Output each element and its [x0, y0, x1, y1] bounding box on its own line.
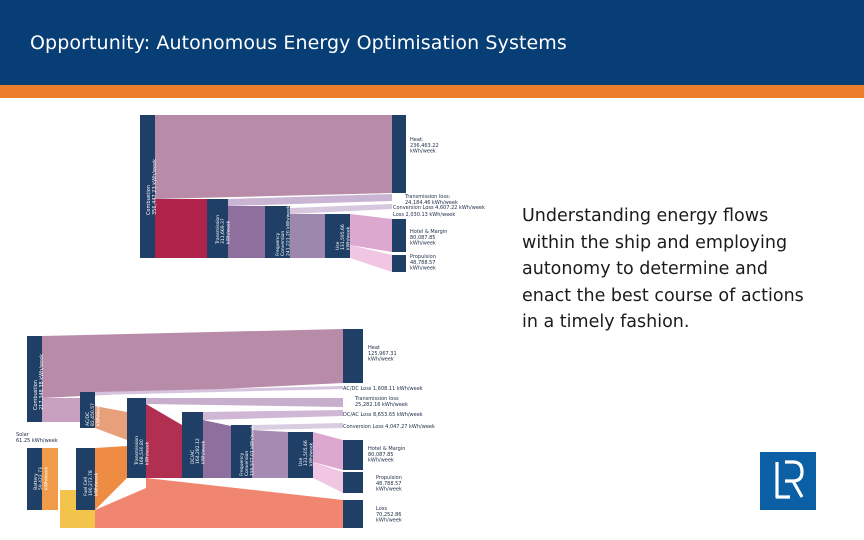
flow-use-propulsion-1 — [350, 245, 392, 272]
node-hotel-2 — [343, 440, 363, 470]
node-label-transmission-2: Transmission168,530.80kWh/week — [134, 436, 150, 466]
flow-conversion-loss-2 — [252, 423, 343, 430]
flow-acdc-transmission-2 — [95, 406, 127, 440]
node-battery-2 — [27, 448, 42, 510]
node-label-frequency-2: FrequencyConversion155,577.01 kWh/week — [239, 425, 255, 476]
sankey-diagram-2: Combustion217,348.38 kWh/week AC/DC82,45… — [16, 329, 435, 528]
flow-conversion-loss-1 — [290, 204, 392, 214]
accent-bar — [0, 85, 864, 98]
node-label-dcac-2: DC/AC164,282.12kWh/week — [190, 438, 206, 464]
output-label-transmission-loss-2: Transmission loss 25,282.16 kWh/week — [354, 396, 408, 408]
output-label-propulsion-2: Propulsion 48,788.57 kWh/week — [376, 475, 402, 493]
node-combustion-2 — [27, 336, 42, 422]
flow-acdc-loss-2 — [95, 386, 343, 395]
output-label-acdc-loss-2: AC/DC Loss 1,608.11 kWh/week — [343, 386, 423, 392]
flow-heat-2 — [42, 329, 343, 398]
flow-loss-2 — [95, 478, 343, 528]
node-label-transmission-1: Transmission311,669.37kWh/week — [215, 215, 231, 245]
lr-logo — [760, 452, 816, 510]
flow-frequency-use-1 — [290, 214, 325, 258]
node-fuelcell-2 — [76, 448, 95, 510]
flow-dcac-loss-2 — [203, 410, 343, 420]
node-frequency-1 — [265, 206, 290, 258]
flow-frequency-use-2 — [252, 430, 288, 478]
flow-fuelcell-transmission-2 — [95, 446, 127, 510]
flow-transmission-frequency-1 — [228, 206, 265, 258]
flow-use-propulsion-2 — [313, 462, 343, 493]
node-propulsion-2 — [343, 472, 363, 493]
flow-combustion-acdc-2 — [42, 398, 80, 422]
node-dcac-2 — [182, 412, 203, 478]
flow-transmission-dcac-2 — [146, 404, 182, 478]
node-frequency-2 — [231, 425, 252, 478]
flow-battery-2 — [42, 448, 58, 510]
output-label-heat-1: Heat: 236,463.22 kWh/week — [410, 137, 439, 155]
output-label-loss-1: Loss 2,030.13 kWh/week — [393, 212, 455, 218]
output-label-conversion-loss-1: Conversion Loss 4,607.22 kWh/week — [393, 205, 485, 211]
description-text: Understanding energy flows within the sh… — [522, 206, 804, 332]
node-use-1 — [325, 214, 350, 258]
node-label-acdc-2: AC/DC82,450.57kWh/week — [85, 402, 101, 426]
header-bar: Opportunity: Autonomous Energy Optimisat… — [0, 0, 864, 85]
node-heat-1 — [392, 115, 406, 193]
flow-use-hotel-2 — [313, 432, 343, 470]
node-use-2 — [288, 432, 313, 478]
output-label-conversion-loss-2: Conversion Loss 4,047.27 kWh/week — [343, 424, 435, 430]
node-label-fuelcell-2: Fuel Cell190,273.78kWh/week — [83, 470, 99, 496]
output-label-propulsion-1: Propulsion 48,788.57 kWh/week — [410, 254, 436, 272]
node-label-use-2: Use131,505.66kWh/week — [298, 440, 314, 466]
node-label-combustion-2: Combustion217,348.38 kWh/week — [33, 354, 45, 410]
node-transmission-2 — [127, 398, 146, 478]
flow-transmission-loss-2 — [146, 398, 343, 407]
flow-dcac-frequency-2 — [203, 420, 231, 478]
node-loss-2 — [343, 500, 363, 528]
output-label-hotel-2: Hotel & Margin 80,087.85 kWh/week — [368, 446, 405, 464]
node-label-frequency-1: FrequencyConversion241,221.20 kWh/week — [275, 205, 291, 256]
output-label-dcac-loss-2: DC/AC Loss 8,653.65 kWh/week — [343, 412, 423, 418]
node-heat-2 — [343, 329, 363, 383]
output-label-transmission-loss-1: Transmission loss: 24,184.46 kWh/week — [404, 194, 458, 206]
node-hotel-1 — [392, 219, 406, 252]
node-label-battery-2: Battery59,422.73kWh/week — [33, 466, 49, 490]
flow-use-hotel-1 — [350, 214, 392, 252]
output-label-hotel-1: Hotel & Margin 80,087.85 kWh/week — [410, 229, 447, 247]
lr-logo-icon — [775, 460, 804, 499]
page-title: Opportunity: Autonomous Energy Optimisat… — [30, 32, 567, 54]
output-label-heat-2: Heat 125,967.31 kWh/week — [368, 345, 397, 363]
node-acdc-2 — [80, 392, 95, 428]
node-propulsion-1 — [392, 255, 406, 272]
node-label-combustion-1: Combustion356,447.23 kWh/week — [146, 159, 158, 215]
flow-heat-1 — [155, 115, 392, 199]
node-transmission-1 — [207, 199, 228, 258]
output-label-loss-2: Loss 70,252.86 kWh/week — [376, 506, 402, 524]
node-label-solar-2: Solar 61.25 kWh/week — [16, 432, 58, 444]
flow-transmission-loss-1 — [228, 194, 392, 206]
node-combustion-1 — [140, 115, 155, 258]
flow-combustion-transmission-1 — [155, 199, 207, 258]
node-label-use-1: Use131,595.66kWh/week — [335, 224, 351, 250]
sankey-diagram-1: Combustion356,447.23 kWh/week Transmissi… — [140, 115, 485, 272]
